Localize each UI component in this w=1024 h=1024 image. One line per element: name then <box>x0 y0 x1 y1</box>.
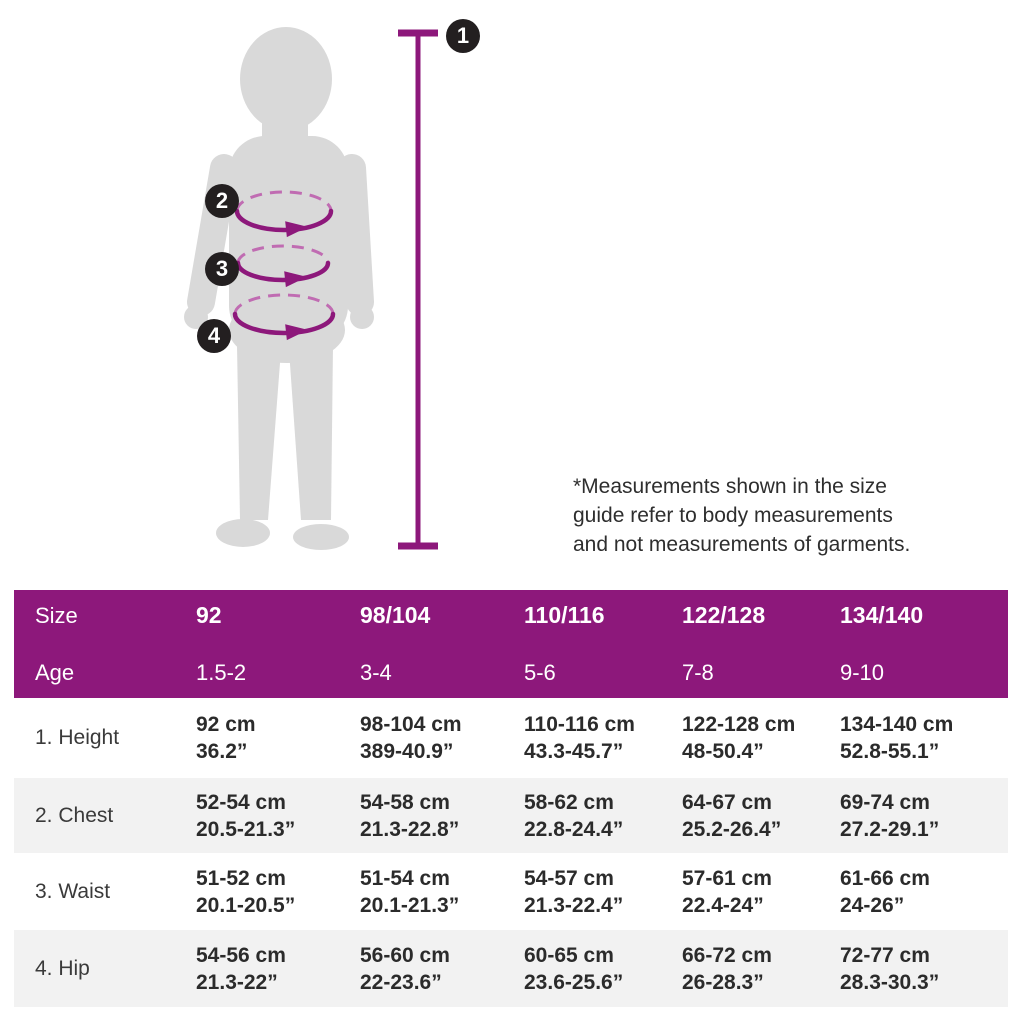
inch-value: 25.2-26.4” <box>682 817 782 841</box>
inch-value: 26-28.3” <box>682 970 764 994</box>
hip-cell: 72-77 cm 28.3-30.3” <box>840 942 1008 996</box>
height-cell: 110-116 cm 43.3-45.7” <box>524 711 682 765</box>
measurement-diagram <box>184 27 438 550</box>
size-col-value: 134/140 <box>840 602 924 628</box>
row-label: 2. Chest <box>35 803 114 827</box>
waist-cell: 57-61 cm 22.4-24” <box>682 865 840 919</box>
measurement-disclaimer: *Measurements shown in the size guide re… <box>573 472 963 559</box>
table-row-height: 1. Height 92 cm 36.2” 98-104 cm 389-40.9… <box>14 698 1008 778</box>
size-label: Size <box>35 602 78 628</box>
cm-value: 72-77 cm <box>840 943 930 967</box>
waist-cell: 51-52 cm 20.1-20.5” <box>196 865 360 919</box>
hip-marker-badge: 4 <box>197 319 231 353</box>
size-header-row: Size 92 98/104 110/116 122/128 134/140 <box>14 590 1008 641</box>
row-label: 1. Height <box>35 726 120 749</box>
cm-value: 64-67 cm <box>682 790 772 814</box>
cm-value: 52-54 cm <box>196 790 286 814</box>
inch-value: 22.8-24.4” <box>524 817 624 841</box>
size-col-value: 98/104 <box>360 602 431 628</box>
cm-value: 92 cm <box>196 713 256 736</box>
size-col-value: 92 <box>196 602 222 628</box>
chest-cell: 54-58 cm 21.3-22.8” <box>360 789 524 843</box>
inch-value: 28.3-30.3” <box>840 970 940 994</box>
cm-value: 51-52 cm <box>196 866 286 890</box>
cm-value: 98-104 cm <box>360 713 462 736</box>
age-col-value: 5-6 <box>524 659 556 685</box>
age-col-value: 9-10 <box>840 659 885 685</box>
height-cell: 92 cm 36.2” <box>196 711 360 765</box>
inch-value: 20.1-20.5” <box>196 893 296 917</box>
row-label: 4. Hip <box>35 956 90 980</box>
age-label: Age <box>35 659 75 685</box>
inch-value: 36.2” <box>196 740 248 763</box>
chest-cell: 58-62 cm 22.8-24.4” <box>524 789 682 843</box>
age-col-value: 3-4 <box>360 659 392 685</box>
size-table-header: Size 92 98/104 110/116 122/128 134/140 A… <box>14 590 1008 698</box>
cm-value: 69-74 cm <box>840 790 930 814</box>
disclaimer-line: and not measurements of garments. <box>573 533 911 556</box>
size-table: Size 92 98/104 110/116 122/128 134/140 A… <box>14 590 1008 1007</box>
inch-value: 21.3-22.8” <box>360 817 460 841</box>
cm-value: 54-58 cm <box>360 790 450 814</box>
cm-value: 51-54 cm <box>360 866 450 890</box>
waist-marker-badge: 3 <box>205 252 239 286</box>
cm-value: 54-56 cm <box>196 943 286 967</box>
disclaimer-line: *Measurements shown in the size <box>573 475 887 498</box>
age-col-value: 7-8 <box>682 659 714 685</box>
hip-cell: 56-60 cm 22-23.6” <box>360 942 524 996</box>
waist-cell: 54-57 cm 21.3-22.4” <box>524 865 682 919</box>
chest-cell: 69-74 cm 27.2-29.1” <box>840 789 1008 843</box>
inch-value: 52.8-55.1” <box>840 740 940 763</box>
waist-measure-ellipse <box>235 244 331 288</box>
inch-value: 43.3-45.7” <box>524 740 624 763</box>
inch-value: 20.5-21.3” <box>196 817 296 841</box>
cm-value: 57-61 cm <box>682 866 772 890</box>
chest-measure-ellipse <box>234 190 334 238</box>
chest-marker-badge: 2 <box>205 184 239 218</box>
cm-value: 58-62 cm <box>524 790 614 814</box>
hip-cell: 66-72 cm 26-28.3” <box>682 942 840 996</box>
hip-cell: 54-56 cm 21.3-22” <box>196 942 360 996</box>
inch-value: 22-23.6” <box>360 970 442 994</box>
chest-cell: 64-67 cm 25.2-26.4” <box>682 789 840 843</box>
height-cell: 134-140 cm 52.8-55.1” <box>840 711 1008 765</box>
inch-value: 27.2-29.1” <box>840 817 940 841</box>
row-label: 3. Waist <box>35 879 111 903</box>
cm-value: 54-57 cm <box>524 866 614 890</box>
waist-cell: 51-54 cm 20.1-21.3” <box>360 865 524 919</box>
cm-value: 61-66 cm <box>840 866 930 890</box>
size-col-value: 110/116 <box>524 602 605 628</box>
table-row-waist: 3. Waist 51-52 cm 20.1-20.5” 51-54 cm 20… <box>14 853 1008 930</box>
height-marker-badge: 1 <box>446 19 480 53</box>
height-measure-line <box>398 29 438 550</box>
inch-value: 21.3-22” <box>196 970 278 994</box>
inch-value: 20.1-21.3” <box>360 893 460 917</box>
height-cell: 122-128 cm 48-50.4” <box>682 711 840 765</box>
inch-value: 48-50.4” <box>682 740 764 763</box>
cm-value: 66-72 cm <box>682 943 772 967</box>
disclaimer-line: guide refer to body measurements <box>573 504 893 527</box>
waist-cell: 61-66 cm 24-26” <box>840 865 1008 919</box>
chest-cell: 52-54 cm 20.5-21.3” <box>196 789 360 843</box>
cm-value: 134-140 cm <box>840 713 954 736</box>
age-header-row: Age 1.5-2 3-4 5-6 7-8 9-10 <box>14 647 1008 698</box>
age-col-value: 1.5-2 <box>196 659 247 685</box>
inch-value: 21.3-22.4” <box>524 893 624 917</box>
child-silhouette-icon <box>184 27 374 550</box>
inch-value: 24-26” <box>840 893 905 917</box>
inch-value: 23.6-25.6” <box>524 970 624 994</box>
cm-value: 110-116 cm <box>524 713 635 736</box>
hip-measure-ellipse <box>232 293 336 341</box>
inch-value: 22.4-24” <box>682 893 764 917</box>
inch-value: 389-40.9” <box>360 740 454 763</box>
hip-cell: 60-65 cm 23.6-25.6” <box>524 942 682 996</box>
size-col-value: 122/128 <box>682 602 766 628</box>
height-cell: 98-104 cm 389-40.9” <box>360 711 524 765</box>
cm-value: 122-128 cm <box>682 713 796 736</box>
cm-value: 60-65 cm <box>524 943 614 967</box>
cm-value: 56-60 cm <box>360 943 450 967</box>
table-row-hip: 4. Hip 54-56 cm 21.3-22” 56-60 cm 22-23.… <box>14 930 1008 1007</box>
table-row-chest: 2. Chest 52-54 cm 20.5-21.3” 54-58 cm 21… <box>14 778 1008 853</box>
